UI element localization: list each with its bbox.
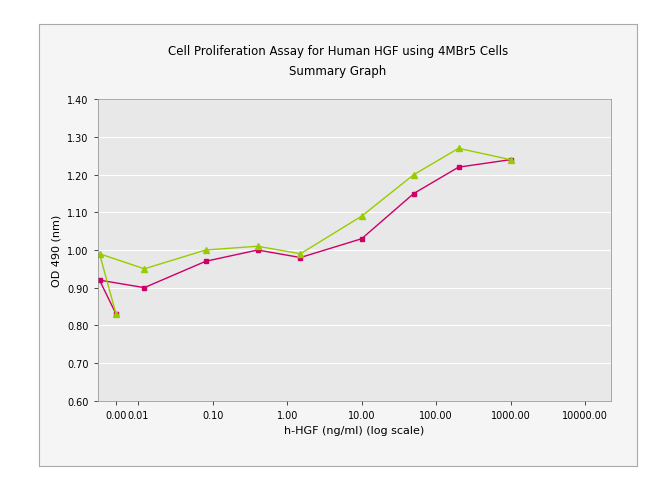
Human HGF; Competitor — [254, 247, 261, 254]
Human HGF; PeproTech; Cat #100-39H — [96, 251, 103, 257]
Human HGF; PeproTech; Cat #100-39H — [296, 251, 304, 257]
Human HGF; PeproTech; Cat #100-39H — [410, 172, 417, 178]
Human HGF; PeproTech; Cat #100-39H — [506, 157, 514, 163]
Text: Summary Graph: Summary Graph — [289, 65, 387, 78]
Human HGF; PeproTech; Cat #100-39H — [454, 146, 462, 152]
Human HGF; PeproTech; Cat #100-39H — [254, 243, 261, 249]
Human HGF; PeproTech; Cat #100-39H — [140, 266, 148, 272]
Human HGF; PeproTech; Cat #100-39H — [202, 247, 209, 254]
Line: Human HGF; Competitor: Human HGF; Competitor — [97, 158, 513, 317]
Human HGF; Competitor — [454, 165, 462, 171]
Human HGF; Competitor — [202, 259, 209, 265]
Human HGF; Competitor — [140, 285, 148, 291]
Human HGF; Competitor — [296, 255, 304, 261]
Human HGF; Competitor — [112, 311, 120, 318]
Human HGF; Competitor — [358, 236, 365, 242]
Text: Cell Proliferation Assay for Human HGF using 4MBr5 Cells: Cell Proliferation Assay for Human HGF u… — [168, 45, 508, 58]
Human HGF; Competitor — [410, 191, 417, 197]
X-axis label: h-HGF (ng/ml) (log scale): h-HGF (ng/ml) (log scale) — [284, 425, 424, 435]
Human HGF; PeproTech; Cat #100-39H — [358, 213, 365, 219]
Human HGF; Competitor — [506, 157, 514, 163]
Line: Human HGF; PeproTech; Cat #100-39H: Human HGF; PeproTech; Cat #100-39H — [97, 146, 514, 317]
Human HGF; Competitor — [96, 278, 103, 284]
Human HGF; PeproTech; Cat #100-39H — [112, 311, 120, 318]
Y-axis label: OD 490 (nm): OD 490 (nm) — [51, 214, 61, 287]
